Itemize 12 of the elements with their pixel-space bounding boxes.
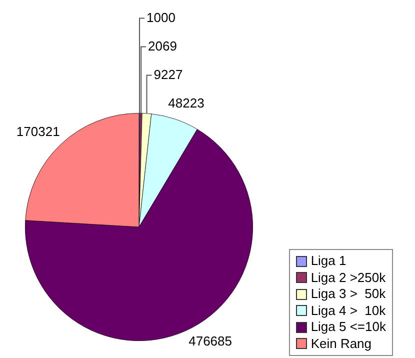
data-label: 1000 — [146, 10, 176, 25]
legend-label: Liga 5 <=10k — [310, 319, 386, 336]
legend-label: Liga 3 > 50k — [310, 286, 386, 302]
legend-label: Kein Rang — [310, 336, 372, 352]
data-label: 476685 — [188, 333, 232, 348]
data-label: 170321 — [16, 124, 60, 140]
legend-label: Liga 1 — [310, 253, 346, 270]
data-label: 48223 — [168, 96, 204, 111]
data-label: 2069 — [148, 38, 177, 54]
legend-label: Liga 4 > 10k — [310, 302, 386, 319]
data-label: 9227 — [154, 66, 183, 82]
legend-label: Liga 2 >250k — [310, 270, 386, 286]
